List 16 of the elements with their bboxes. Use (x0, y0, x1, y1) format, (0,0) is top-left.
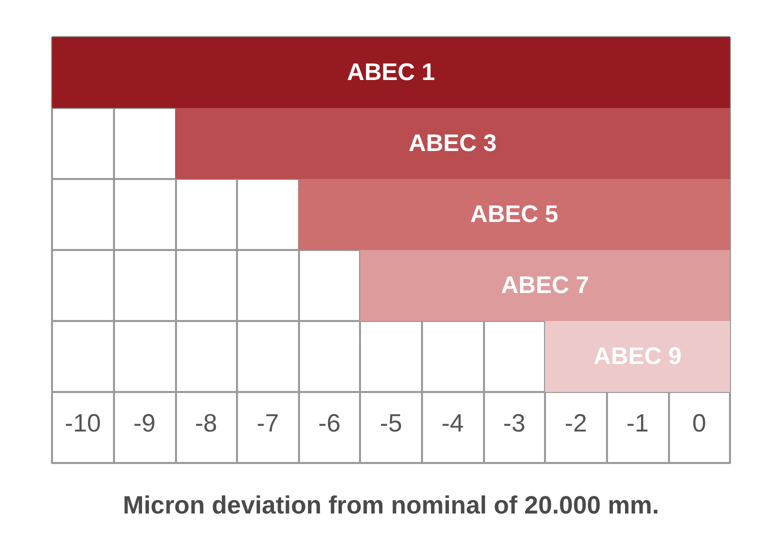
y-tick-label: ABEC 7 (501, 272, 590, 299)
x-tick-label: -2 (564, 410, 588, 438)
y-tick-label: ABEC 1 (346, 59, 436, 86)
x-tick-label: -6 (318, 410, 340, 438)
x-tick-label: -9 (133, 410, 156, 438)
x-tick-label: -1 (626, 410, 649, 438)
x-tick-label: -7 (256, 410, 279, 438)
x-tick-label: 0 (692, 410, 706, 438)
x-tick-label: -5 (380, 410, 402, 438)
x-tick-label: -10 (64, 410, 101, 438)
x-tick-label: -3 (503, 410, 526, 438)
x-tick-label: -4 (442, 410, 464, 438)
x-axis-title: Micron deviation from nominal of 20.000 mm. (122, 492, 660, 520)
y-tick-label: ABEC 3 (408, 130, 497, 157)
y-tick-label: ABEC 5 (470, 201, 558, 228)
x-tick-label: -8 (194, 410, 218, 438)
